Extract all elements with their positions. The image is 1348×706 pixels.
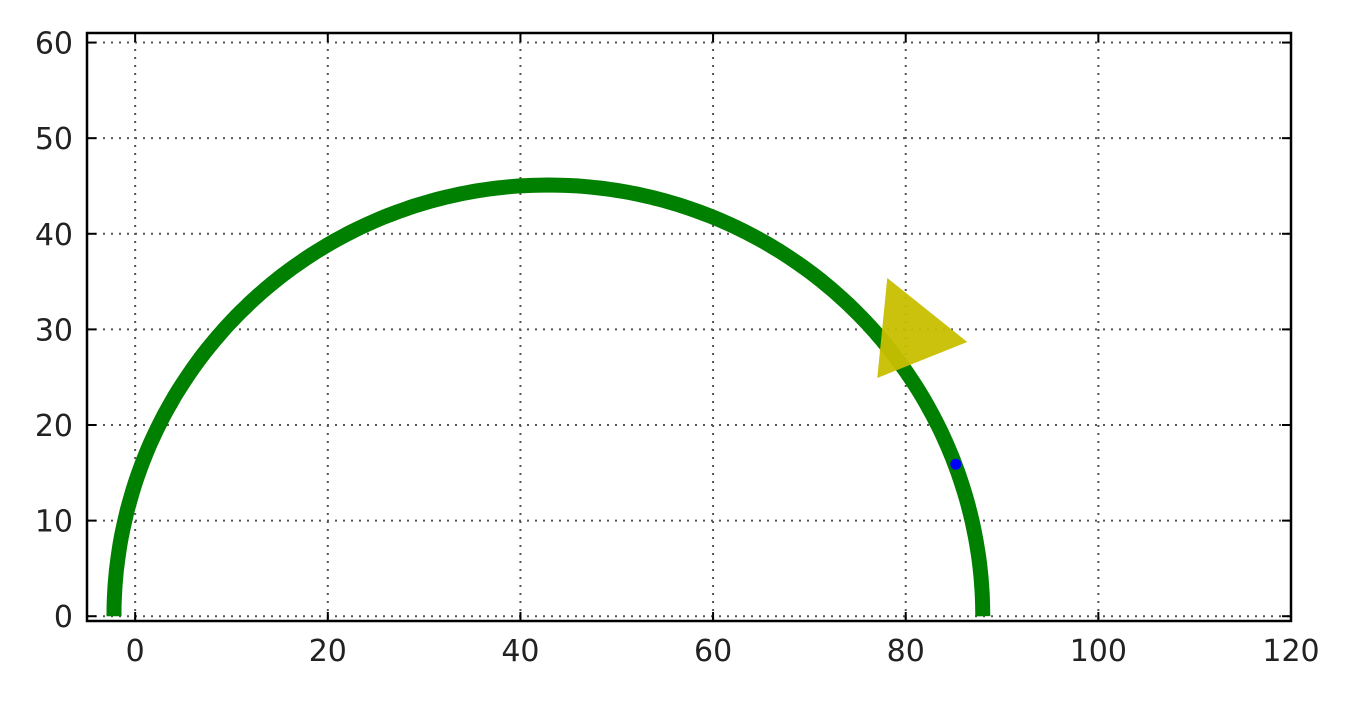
ticks [87,33,1292,621]
x-tick-label: 20 [309,634,347,669]
y-tick-label: 20 [35,409,73,444]
y-tick-label: 10 [35,505,73,540]
x-tick-label: 120 [1262,634,1319,669]
plot-data [106,177,991,619]
arc-path [106,177,991,619]
grid [87,33,1292,621]
y-tick-label: 60 [35,27,73,62]
y-tick-label: 50 [35,122,73,157]
plot-frame [85,31,1293,623]
x-tick-label: 80 [887,634,925,669]
x-tick-label: 0 [126,634,145,669]
tick-labels: 0 20 40 60 80 100 120 0 10 20 30 40 50 60 [35,27,1320,669]
position-point [950,458,962,470]
x-tick-label: 60 [694,634,732,669]
y-tick-label: 30 [35,313,73,348]
y-tick-label: 40 [35,218,73,253]
heading-triangle-marker [877,277,968,378]
y-tick-label: 0 [54,600,73,635]
x-tick-label: 40 [501,634,539,669]
x-tick-label: 100 [1070,634,1127,669]
